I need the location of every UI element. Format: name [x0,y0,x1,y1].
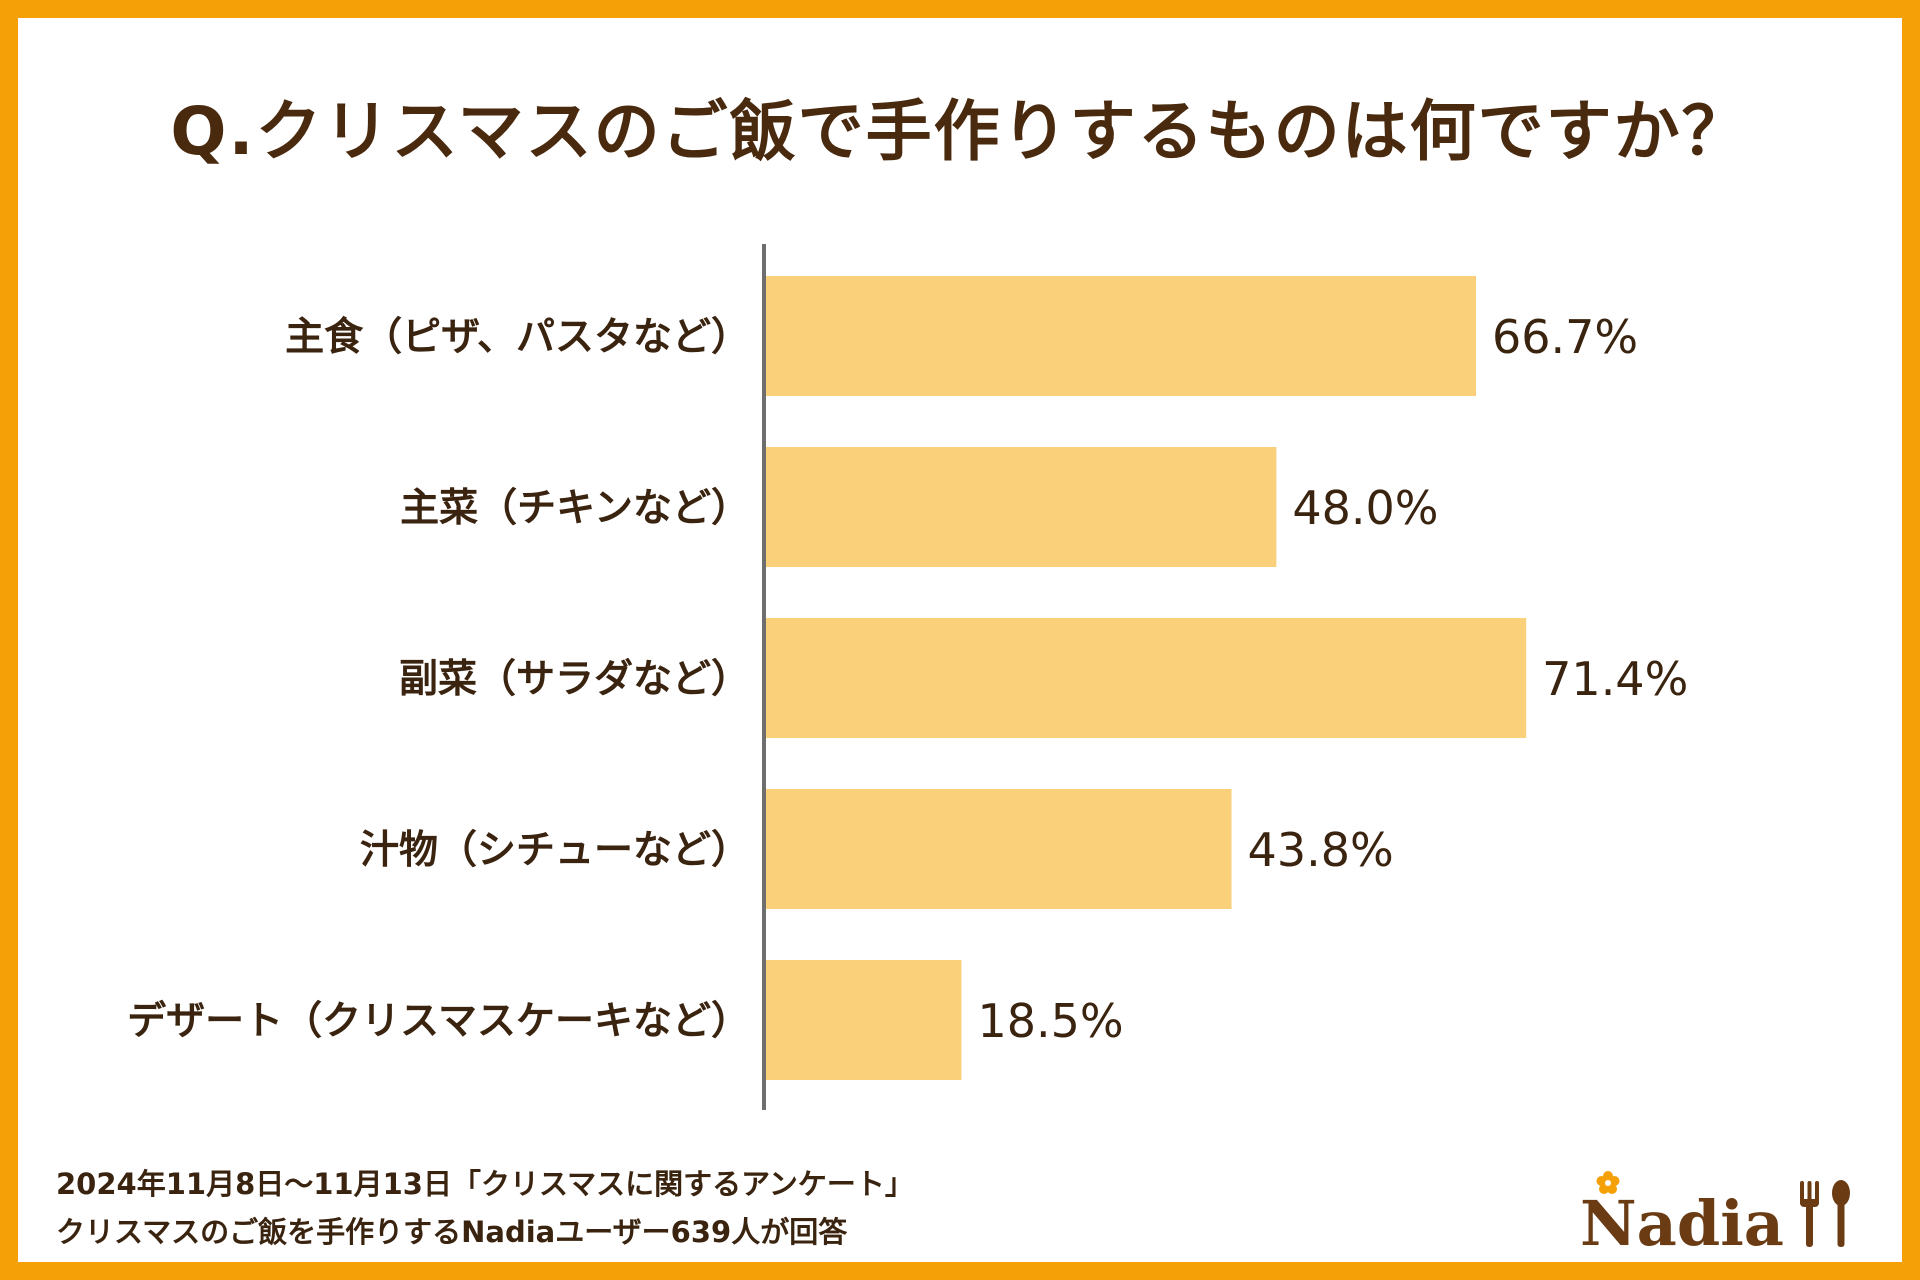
chart-title: Q.クリスマスのご飯で手作りするものは何ですか？ [170,93,1750,170]
survey-period: 2024年11月8日〜11月13日「クリスマスに関するアンケート」 [56,1167,914,1201]
value-label-4: 18.5% [977,994,1123,1048]
category-label-3: 汁物（シチューなど） [360,828,750,873]
bar-4 [764,960,962,1080]
category-label-0: 主食（ピザ、パスタなど） [285,315,750,360]
category-label-2: 副菜（サラダなど） [399,657,750,702]
value-label-2: 71.4% [1542,652,1688,706]
survey-respondents: クリスマスのご飯を手作りするNadiaユーザー639人が回答 [56,1215,848,1249]
bar-3 [764,789,1232,909]
bar-1 [764,447,1277,567]
logo-graphic: Nadia [1580,1171,1850,1260]
bar-2 [764,618,1527,738]
bar-0 [764,276,1476,396]
logo-wordmark: Nadia [1580,1187,1784,1253]
value-label-0: 66.7% [1492,310,1638,364]
value-label-1: 48.0% [1292,481,1438,535]
category-label-4: デザート（クリスマスケーキなど） [127,999,750,1044]
category-label-1: 主菜（チキンなど） [400,486,750,531]
value-label-3: 43.8% [1248,823,1394,877]
nadia-logo: Nadia [1578,1163,1868,1260]
bar-chart: 主食（ピザ、パスタなど） 66.7% 主菜（チキンなど） 48.0% 副菜（サラダなど）… [127,244,1688,1110]
fork-icon [1800,1181,1819,1247]
chart-frame: Q.クリスマスのご飯で手作りするものは何ですか？ 主食（ピザ、パスタなど） 66.… [18,18,1902,1262]
flower-icon [1596,1171,1620,1194]
survey-footnote: 2024年11月8日〜11月13日「クリスマスに関するアンケート」 クリスマスの… [56,1160,914,1256]
spoon-icon [1832,1180,1850,1247]
